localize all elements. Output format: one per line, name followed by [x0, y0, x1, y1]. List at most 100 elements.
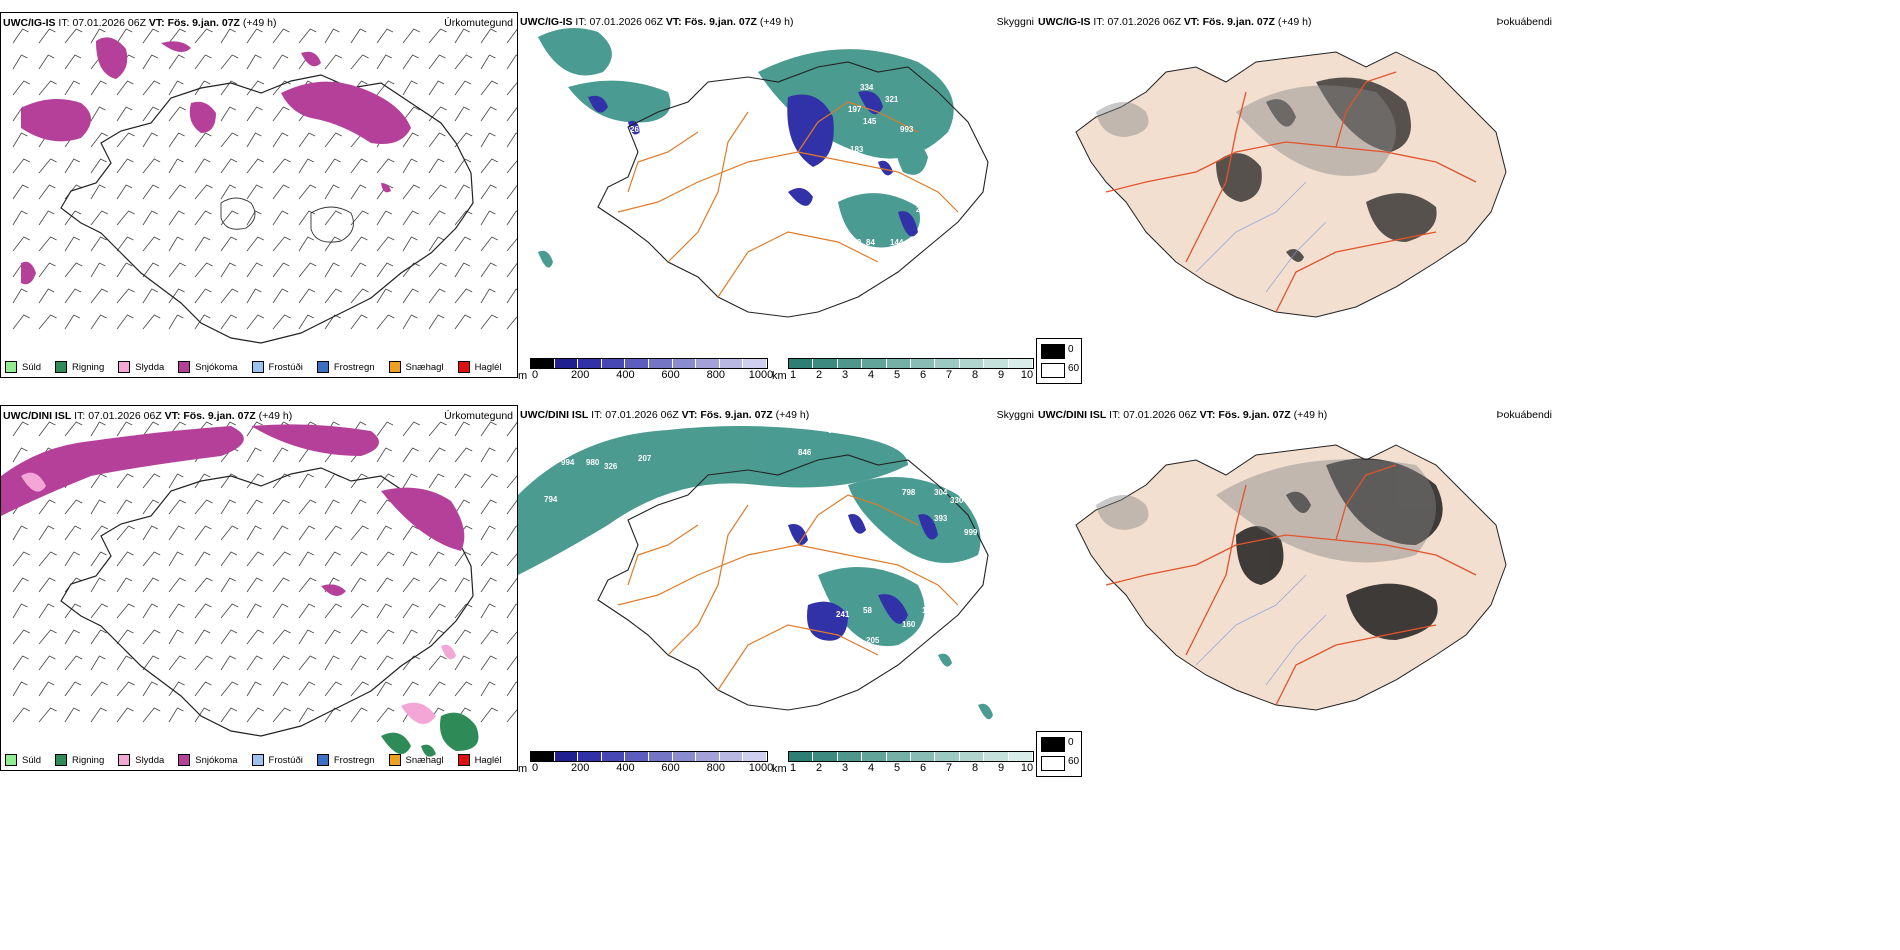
wind-barb: [506, 54, 517, 70]
wind-barb: [168, 603, 185, 619]
wind-barb: [480, 473, 498, 489]
iceland-outline: [60, 467, 474, 737]
cloud-base-label: 980: [586, 458, 600, 467]
wind-barb: [194, 629, 211, 645]
legend-item: Frostúði: [251, 361, 303, 373]
wind-barb: [480, 158, 498, 174]
legend-label: Frostregn: [333, 754, 375, 766]
fog-shading: [1236, 458, 1443, 640]
colorbar-tick: 8: [971, 369, 979, 381]
blue-areas: [588, 91, 918, 237]
wind-barb: [12, 158, 30, 174]
wind-barb: [324, 603, 342, 619]
wind-barb: [350, 525, 369, 541]
wind-barb: [168, 132, 185, 148]
panel-title: Úrkomutegund: [444, 410, 513, 422]
wind-barb: [142, 421, 160, 437]
wind-barb: [428, 184, 447, 200]
wind-barb: [506, 499, 517, 515]
wind-barb: [246, 54, 262, 70]
wind-barb: [324, 28, 340, 44]
legend-label: Súld: [22, 361, 42, 373]
wind-barb: [428, 54, 446, 70]
wind-barb: [246, 447, 262, 463]
wind-barb: [168, 54, 185, 70]
wind-barb: [64, 681, 82, 697]
panel-header: UWC/DINI ISL IT: 07.01.2026 06Z VT: Fös.…: [1038, 409, 1328, 421]
wind-barb: [350, 288, 369, 304]
legend-label: Snæhagl: [405, 754, 444, 766]
cloud-base-label: 197: [848, 105, 862, 114]
wind-barb: [90, 525, 108, 541]
wind-barb: [12, 80, 30, 96]
wind-barb: [194, 158, 211, 174]
colorbar-segment: [625, 752, 649, 761]
wind-barb: [246, 577, 263, 593]
wind-barb: [376, 577, 394, 593]
wind-barb: [246, 132, 262, 148]
wind-barb: [506, 210, 517, 226]
wind-barb: [220, 288, 239, 304]
wind-barb: [298, 158, 314, 174]
wind-barb: [38, 525, 55, 541]
wind-barb: [298, 28, 317, 44]
wind-barb: [454, 262, 470, 278]
roads: [617, 101, 959, 298]
fog-shading: [1216, 77, 1437, 262]
wind-barb: [298, 655, 317, 671]
wind-barb: [220, 499, 236, 515]
colorbar-tick: 800: [706, 369, 725, 381]
wind-barb: [272, 106, 290, 122]
cloud-base-label: 183: [850, 145, 864, 154]
wind-barb: [220, 655, 236, 671]
cloud-base-label: 145: [863, 117, 877, 126]
iceland-outline: [597, 61, 989, 318]
wind-barb: [298, 707, 314, 723]
wind-barb: [272, 80, 291, 96]
legend-label: Snjókoma: [195, 754, 238, 766]
cloud-base-label: 122: [936, 596, 950, 605]
wind-barb: [428, 28, 447, 44]
wind-barb: [428, 236, 445, 252]
wind-barb: [428, 629, 445, 645]
legend-item: Frostúði: [251, 754, 303, 766]
colorbar-segment: [910, 359, 936, 368]
wind-barb: [38, 681, 55, 697]
wind-barb: [64, 707, 80, 723]
wind-barb: [168, 236, 184, 252]
wind-barb: [38, 184, 56, 200]
legend-swatch: [118, 361, 131, 373]
cloud-base-label: 104: [663, 137, 677, 146]
legend-swatch: [55, 754, 68, 766]
wind-barb: [376, 158, 395, 174]
wind-barb: [402, 421, 420, 437]
wind-barb: [272, 132, 289, 148]
wind-barb: [506, 525, 517, 541]
wind-barb: [168, 262, 186, 278]
wind-barb: [428, 681, 446, 697]
wind-barb: [168, 499, 186, 515]
wind-barb: [402, 158, 418, 174]
cloud-base-label: 326: [604, 462, 618, 471]
wind-barb: [324, 707, 341, 723]
wind-barb: [64, 603, 82, 619]
precip-type-map: [12, 28, 517, 344]
legend-swatch: [55, 361, 68, 373]
wind-barb: [168, 158, 184, 174]
wind-barb: [350, 551, 368, 567]
colorbar-tick: 5: [893, 762, 901, 774]
wind-barb: [38, 288, 55, 304]
colorbar-segment: [554, 752, 579, 761]
wind-barb: [194, 132, 212, 148]
colorbar-segment: [1008, 752, 1033, 761]
colorbar-segment: [554, 359, 579, 368]
wind-barb: [324, 681, 342, 697]
wind-barb: [454, 210, 473, 226]
wind-barb: [480, 655, 497, 671]
wind-barb: [402, 525, 419, 541]
wind-barb: [402, 655, 420, 671]
wind-barb: [38, 262, 56, 278]
legend-label: Snjókoma: [195, 361, 238, 373]
wind-barb: [90, 262, 106, 278]
